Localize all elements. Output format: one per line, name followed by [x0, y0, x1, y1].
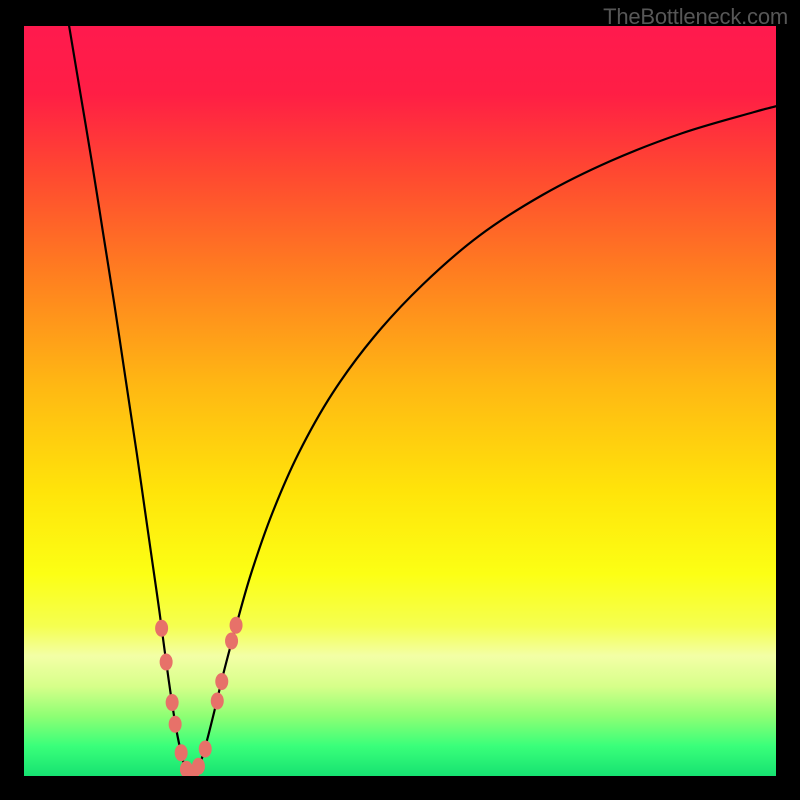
data-marker [156, 620, 168, 636]
data-marker [216, 674, 228, 690]
data-marker [230, 617, 242, 633]
chart-root: TheBottleneck.com [0, 0, 800, 800]
data-marker [199, 741, 211, 757]
watermark-text: TheBottleneck.com [603, 4, 788, 30]
data-marker [160, 654, 172, 670]
data-marker [211, 693, 223, 709]
data-marker [226, 633, 238, 649]
data-marker [192, 758, 204, 774]
data-marker [175, 745, 187, 761]
data-marker [169, 716, 181, 732]
plot-background [24, 26, 776, 776]
chart-svg [0, 0, 800, 800]
data-marker [166, 695, 178, 711]
